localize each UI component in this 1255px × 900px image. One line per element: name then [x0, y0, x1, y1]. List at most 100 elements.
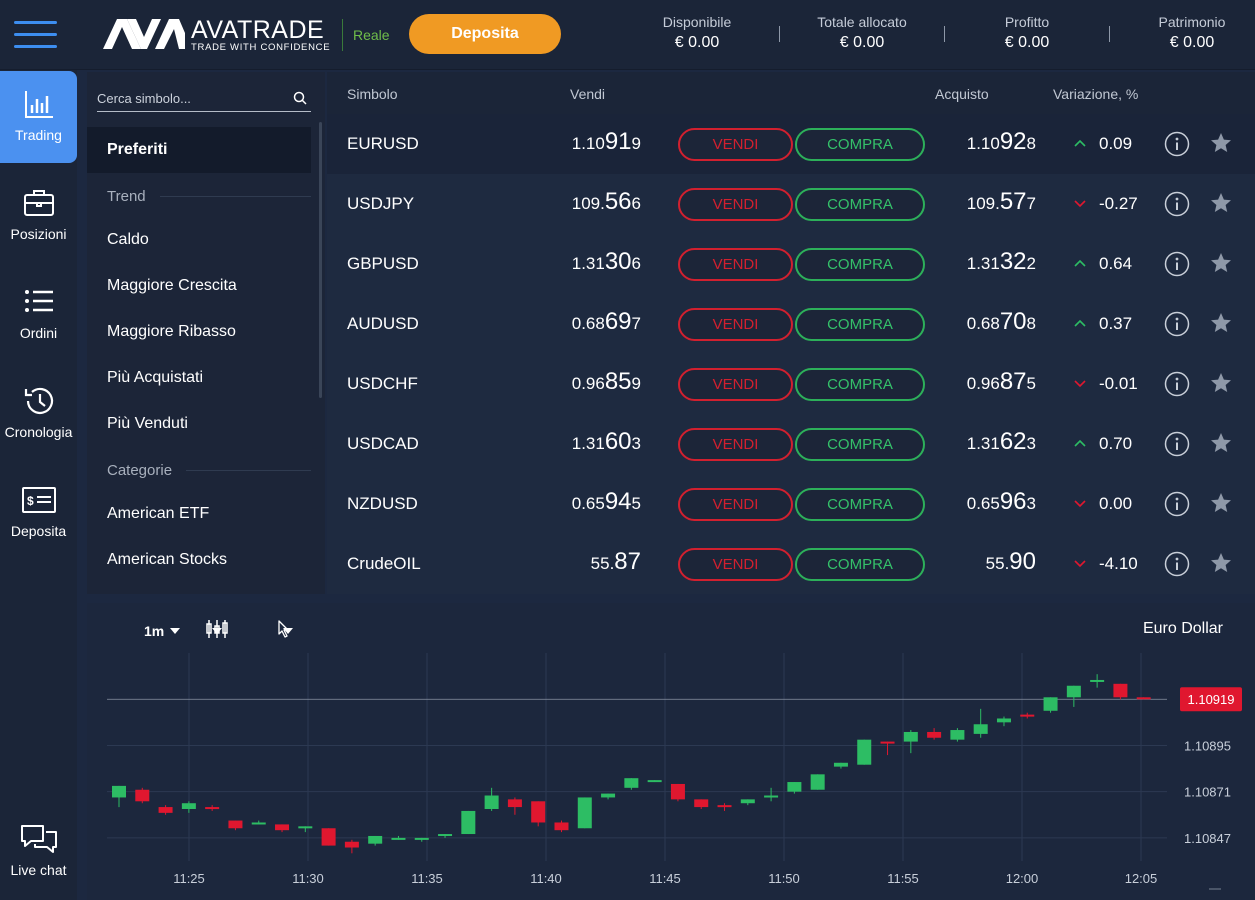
- sell-button[interactable]: VENDI: [678, 488, 793, 521]
- buy-button[interactable]: COMPRA: [795, 248, 925, 281]
- candle: [484, 795, 499, 809]
- timeframe-dropdown[interactable]: 1m: [144, 620, 181, 642]
- section-header-trend: Trend: [107, 186, 311, 206]
- column-header-symbol: Simbolo: [347, 86, 398, 102]
- info-icon[interactable]: [1164, 371, 1190, 397]
- buy-button[interactable]: COMPRA: [795, 188, 925, 221]
- candle: [740, 799, 755, 804]
- star-icon[interactable]: [1209, 431, 1233, 455]
- candle: [996, 718, 1011, 723]
- sell-button[interactable]: VENDI: [678, 368, 793, 401]
- table-row[interactable]: GBPUSD 1.31306 VENDI COMPRA 1.31322 0.64: [327, 234, 1255, 294]
- chart-type-dropdown[interactable]: [206, 620, 228, 642]
- info-icon[interactable]: [1164, 131, 1190, 157]
- price-fraction: 2: [1026, 254, 1036, 273]
- x-tick-label: 12:00: [1006, 871, 1039, 886]
- candle: [973, 724, 988, 734]
- candlestick-icon: [206, 620, 228, 638]
- stat-value: € 0.00: [674, 34, 720, 51]
- x-tick-label: 11:50: [768, 871, 800, 886]
- sell-button[interactable]: VENDI: [678, 428, 793, 461]
- star-icon[interactable]: [1209, 491, 1233, 515]
- info-icon[interactable]: [1164, 491, 1190, 517]
- price-fraction: 8: [1026, 314, 1036, 333]
- list-item[interactable]: Più Venduti: [107, 415, 188, 432]
- list-item[interactable]: Maggiore Ribasso: [107, 323, 236, 340]
- sidebar-item-history[interactable]: Cronologia: [0, 368, 77, 460]
- search-icon[interactable]: [293, 91, 307, 105]
- price-fraction: 3: [1026, 494, 1036, 513]
- menu-icon[interactable]: [14, 19, 57, 49]
- info-icon[interactable]: [1164, 311, 1190, 337]
- stat-label: Disponibile: [662, 14, 732, 30]
- star-icon[interactable]: [1209, 311, 1233, 335]
- sell-button[interactable]: VENDI: [678, 308, 793, 341]
- candle: [880, 741, 895, 744]
- price-fraction: 3: [631, 434, 641, 453]
- list-item[interactable]: American Stocks: [107, 551, 228, 568]
- list-item[interactable]: Caldo: [107, 231, 149, 248]
- buy-button[interactable]: COMPRA: [795, 428, 925, 461]
- arrow-up-icon: [1074, 139, 1086, 147]
- timeframe-label: 1m: [144, 623, 165, 639]
- buy-button[interactable]: COMPRA: [795, 308, 925, 341]
- sidebar-item-trading[interactable]: Trading: [0, 71, 77, 163]
- divider: [1109, 26, 1110, 42]
- buy-price: 1.31322: [916, 250, 1036, 274]
- list-item[interactable]: American ETF: [107, 505, 210, 522]
- table-row[interactable]: USDCAD 1.31603 VENDI COMPRA 1.31623 0.70: [327, 414, 1255, 474]
- buy-button[interactable]: COMPRA: [795, 368, 925, 401]
- buy-button[interactable]: COMPRA: [795, 488, 925, 521]
- table-row[interactable]: CrudeOIL 55.87 VENDI COMPRA 55.90 -4.10: [327, 534, 1255, 594]
- sell-button[interactable]: VENDI: [678, 128, 793, 161]
- cursor-dropdown[interactable]: [277, 620, 293, 642]
- symbol-name: USDCAD: [347, 434, 419, 453]
- sidebar-item-positions[interactable]: Posizioni: [0, 170, 77, 262]
- sell-button[interactable]: VENDI: [678, 548, 793, 581]
- star-icon[interactable]: [1209, 551, 1233, 575]
- deposit-button[interactable]: Deposita: [409, 14, 561, 54]
- sidebar-item-favorites[interactable]: Preferiti: [87, 127, 311, 173]
- buy-price: 0.68708: [916, 310, 1036, 334]
- sidebar-item-label: Posizioni: [10, 226, 67, 242]
- star-icon[interactable]: [1209, 191, 1233, 215]
- live-chat-button[interactable]: Live chat: [0, 806, 77, 898]
- star-icon[interactable]: [1209, 371, 1233, 395]
- buy-button[interactable]: COMPRA: [795, 548, 925, 581]
- table-row[interactable]: USDJPY 109.566 VENDI COMPRA 109.577 -0.27: [327, 174, 1255, 234]
- table-row[interactable]: USDCHF 0.96859 VENDI COMPRA 0.96875 -0.01: [327, 354, 1255, 414]
- divider: [779, 26, 780, 42]
- list-item[interactable]: Più Acquistati: [107, 369, 204, 386]
- candle: [321, 828, 336, 846]
- candle: [833, 762, 848, 767]
- sell-button[interactable]: VENDI: [678, 188, 793, 221]
- table-row[interactable]: NZDUSD 0.65945 VENDI COMPRA 0.65963 0.00: [327, 474, 1255, 534]
- info-icon[interactable]: [1164, 191, 1190, 217]
- info-icon[interactable]: [1164, 431, 1190, 457]
- sell-price: 55.87: [521, 550, 641, 574]
- sidebar-item-orders[interactable]: Ordini: [0, 269, 77, 361]
- candlestick-chart[interactable]: 11:25 11:30 11:35 11:40 11:45 11:50 11:55 12:00…: [87, 603, 1255, 900]
- info-icon[interactable]: [1164, 551, 1190, 577]
- star-icon[interactable]: [1209, 131, 1233, 155]
- x-tick-label: 12:05: [1125, 871, 1158, 886]
- star-icon[interactable]: [1209, 251, 1233, 275]
- buy-button[interactable]: COMPRA: [795, 128, 925, 161]
- y-tick-label: 1.10895: [1184, 738, 1231, 753]
- price-pips: 94: [604, 488, 632, 515]
- info-icon[interactable]: [1164, 251, 1190, 277]
- sell-button[interactable]: VENDI: [678, 248, 793, 281]
- scrollbar[interactable]: [319, 122, 322, 398]
- search-box: [97, 86, 311, 112]
- table-row[interactable]: EURUSD 1.10919 VENDI COMPRA 1.10928 0.09: [327, 114, 1255, 174]
- column-header-change: Variazione, %: [1053, 86, 1139, 102]
- sidebar-item-deposit[interactable]: $ Deposita: [0, 467, 77, 559]
- candle: [717, 805, 732, 808]
- table-row[interactable]: AUDUSD 0.68697 VENDI COMPRA 0.68708 0.37: [327, 294, 1255, 354]
- arrow-down-icon: [1074, 200, 1086, 208]
- candle: [857, 739, 872, 765]
- list-item[interactable]: Maggiore Crescita: [107, 277, 237, 294]
- change-value: -0.01: [1099, 374, 1138, 393]
- search-input[interactable]: [97, 88, 287, 108]
